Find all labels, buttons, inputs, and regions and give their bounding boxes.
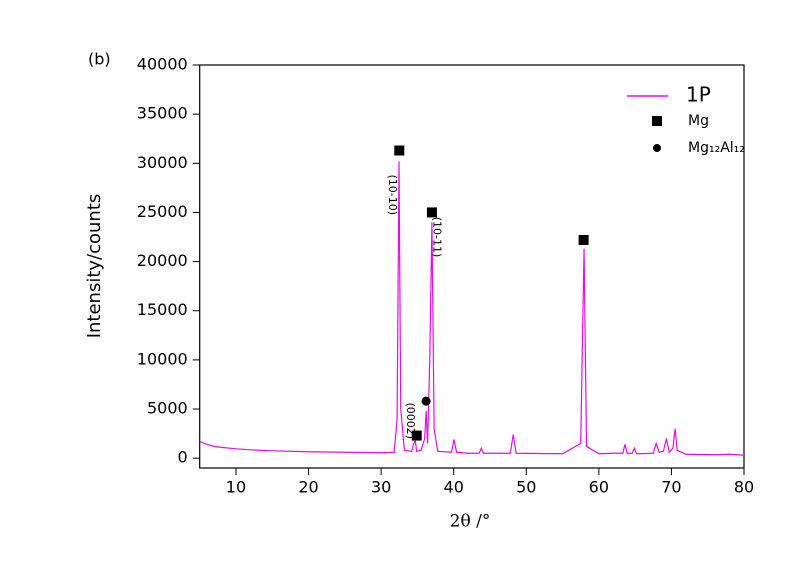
legend-label: Mg₁₂Al₁₂ (688, 140, 745, 156)
peak-label: (0002) (404, 403, 417, 440)
y-tick-label: 40000 (137, 55, 188, 74)
x-axis-title: 2θ /° (450, 512, 491, 532)
x-tick-label: 60 (589, 478, 609, 497)
x-tick-label: 50 (516, 478, 536, 497)
y-tick-label: 5000 (147, 399, 188, 418)
y-tick-label: 15000 (137, 300, 188, 319)
x-tick-label: 30 (371, 478, 391, 497)
data-line (199, 161, 745, 456)
legend-circle (653, 144, 661, 152)
x-tick-label: 20 (298, 478, 318, 497)
x-tick-label: 70 (661, 478, 681, 497)
legend-label: 1P (686, 83, 711, 107)
marker-square (426, 207, 437, 218)
y-tick-label: 20000 (137, 251, 188, 270)
y-axis-title: Intensity/counts (84, 194, 105, 339)
peak-label: (10-10) (386, 174, 399, 215)
x-tick-label: 10 (226, 478, 246, 497)
y-tick-label: 0 (178, 448, 188, 467)
y-tick-label: 25000 (137, 202, 188, 221)
plot-frame (199, 64, 745, 469)
marker-circle (421, 396, 431, 406)
panel-label: (b) (88, 50, 111, 69)
legend-label: Mg (688, 113, 709, 129)
legend-square (652, 116, 662, 126)
marker-square (411, 430, 422, 441)
marker-square (578, 234, 589, 245)
x-tick-label: 80 (734, 478, 754, 497)
y-tick-label: 10000 (137, 349, 188, 368)
y-tick-label: 30000 (137, 153, 188, 172)
y-tick-label: 35000 (137, 104, 188, 123)
peak-label: (10-11) (430, 217, 443, 258)
x-tick-label: 40 (444, 478, 464, 497)
marker-square (394, 145, 405, 156)
